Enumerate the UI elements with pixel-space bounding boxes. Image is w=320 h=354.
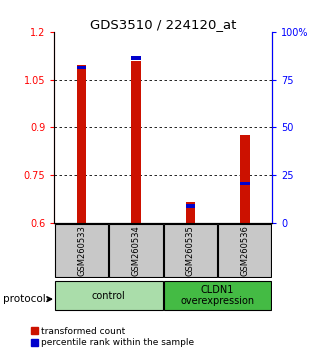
Bar: [186, 204, 195, 208]
Text: protocol: protocol: [3, 294, 46, 304]
Bar: [131, 56, 141, 60]
Bar: [218, 224, 271, 277]
Bar: [131, 61, 141, 223]
Bar: [240, 135, 250, 223]
Bar: [164, 224, 217, 277]
Text: GSM260534: GSM260534: [132, 225, 140, 276]
Legend: transformed count, percentile rank within the sample: transformed count, percentile rank withi…: [27, 323, 198, 351]
Text: control: control: [92, 291, 126, 301]
Text: GSM260535: GSM260535: [186, 225, 195, 276]
Text: GSM260536: GSM260536: [240, 225, 249, 276]
Bar: [240, 182, 250, 185]
Text: CLDN1
overexpression: CLDN1 overexpression: [180, 285, 255, 307]
Bar: [55, 281, 163, 310]
Bar: [186, 202, 195, 223]
Bar: [164, 281, 271, 310]
Text: GSM260533: GSM260533: [77, 225, 86, 276]
Bar: [109, 224, 163, 277]
Bar: [77, 65, 86, 223]
Bar: [55, 224, 108, 277]
Bar: [77, 65, 86, 69]
Title: GDS3510 / 224120_at: GDS3510 / 224120_at: [90, 18, 236, 31]
